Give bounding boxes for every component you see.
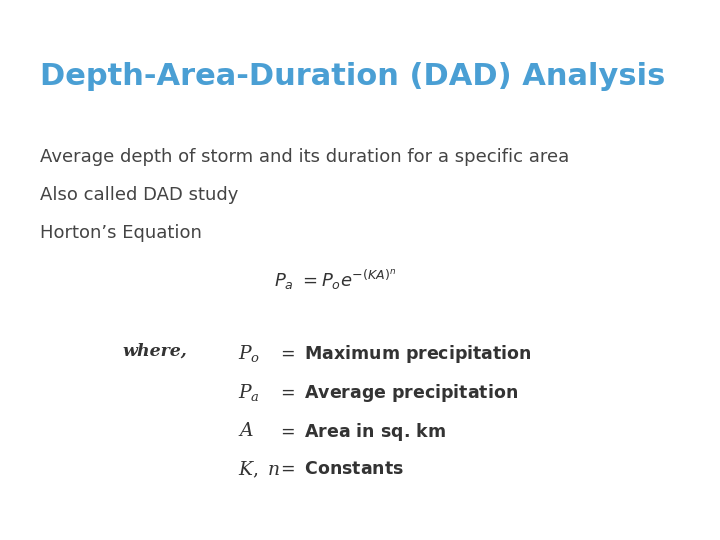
Text: $=$ Maximum precipitation: $=$ Maximum precipitation <box>277 343 532 365</box>
Text: $\mathit{P}_o$: $\mathit{P}_o$ <box>238 343 260 364</box>
Text: Depth-Area-Duration (DAD) Analysis: Depth-Area-Duration (DAD) Analysis <box>40 62 665 91</box>
Text: $=$ Constants: $=$ Constants <box>277 460 404 477</box>
Text: Horton’s Equation: Horton’s Equation <box>40 224 202 242</box>
Text: $\mathit{K},\ \mathit{n}$: $\mathit{K},\ \mathit{n}$ <box>238 460 280 480</box>
Text: where,: where, <box>122 343 187 360</box>
Text: $\mathit{A}$: $\mathit{A}$ <box>238 421 253 440</box>
Text: Average depth of storm and its duration for a specific area: Average depth of storm and its duration … <box>40 148 569 166</box>
Text: $P_a\ =P_o e^{-(KA)^n}$: $P_a\ =P_o e^{-(KA)^n}$ <box>274 267 396 292</box>
Text: $=$ Average precipitation: $=$ Average precipitation <box>277 382 518 404</box>
Text: $\mathit{P}_a$: $\mathit{P}_a$ <box>238 382 259 403</box>
Text: $=$ Area in sq. km: $=$ Area in sq. km <box>277 421 446 443</box>
Text: Also called DAD study: Also called DAD study <box>40 186 238 204</box>
